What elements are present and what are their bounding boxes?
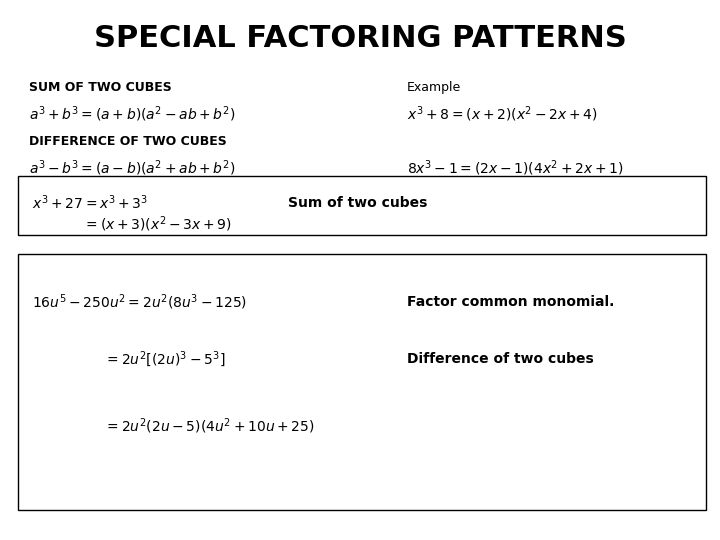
- Text: $a^3 + b^3 = (a + b)(a^2 - ab + b^2)$: $a^3 + b^3 = (a + b)(a^2 - ab + b^2)$: [29, 105, 235, 124]
- Text: $x^3 + 27 = x^3 + 3^3$: $x^3 + 27 = x^3 + 3^3$: [32, 194, 149, 212]
- Text: $16u^5 - 250u^2 = 2u^2(8u^3 - 125)$: $16u^5 - 250u^2 = 2u^2(8u^3 - 125)$: [32, 293, 248, 312]
- Text: $a^3 - b^3 = (a - b)(a^2 + ab + b^2)$: $a^3 - b^3 = (a - b)(a^2 + ab + b^2)$: [29, 159, 235, 178]
- Text: Sum of two cubes: Sum of two cubes: [288, 196, 428, 210]
- FancyBboxPatch shape: [18, 176, 706, 235]
- Text: DIFFERENCE OF TWO CUBES: DIFFERENCE OF TWO CUBES: [29, 135, 227, 148]
- Text: $= (x + 3)(x^2 - 3x + 9)$: $= (x + 3)(x^2 - 3x + 9)$: [83, 214, 232, 234]
- Text: $= 2u^2(2u - 5)(4u^2 + 10u + 25)$: $= 2u^2(2u - 5)(4u^2 + 10u + 25)$: [104, 417, 315, 436]
- Text: Example: Example: [407, 81, 461, 94]
- FancyBboxPatch shape: [18, 254, 706, 510]
- Text: Difference of two cubes: Difference of two cubes: [407, 352, 593, 366]
- Text: $8x^3 - 1 = (2x - 1)(4x^2 + 2x + 1)$: $8x^3 - 1 = (2x - 1)(4x^2 + 2x + 1)$: [407, 159, 624, 178]
- Text: $= 2u^2[(2u)^3 - 5^3]$: $= 2u^2[(2u)^3 - 5^3]$: [104, 349, 226, 369]
- Text: SUM OF TWO CUBES: SUM OF TWO CUBES: [29, 81, 171, 94]
- Text: $x^3 + 8 = (x + 2)(x^2 - 2x + 4)$: $x^3 + 8 = (x + 2)(x^2 - 2x + 4)$: [407, 105, 598, 124]
- Text: SPECIAL FACTORING PATTERNS: SPECIAL FACTORING PATTERNS: [94, 24, 626, 53]
- Text: Factor common monomial.: Factor common monomial.: [407, 295, 614, 309]
